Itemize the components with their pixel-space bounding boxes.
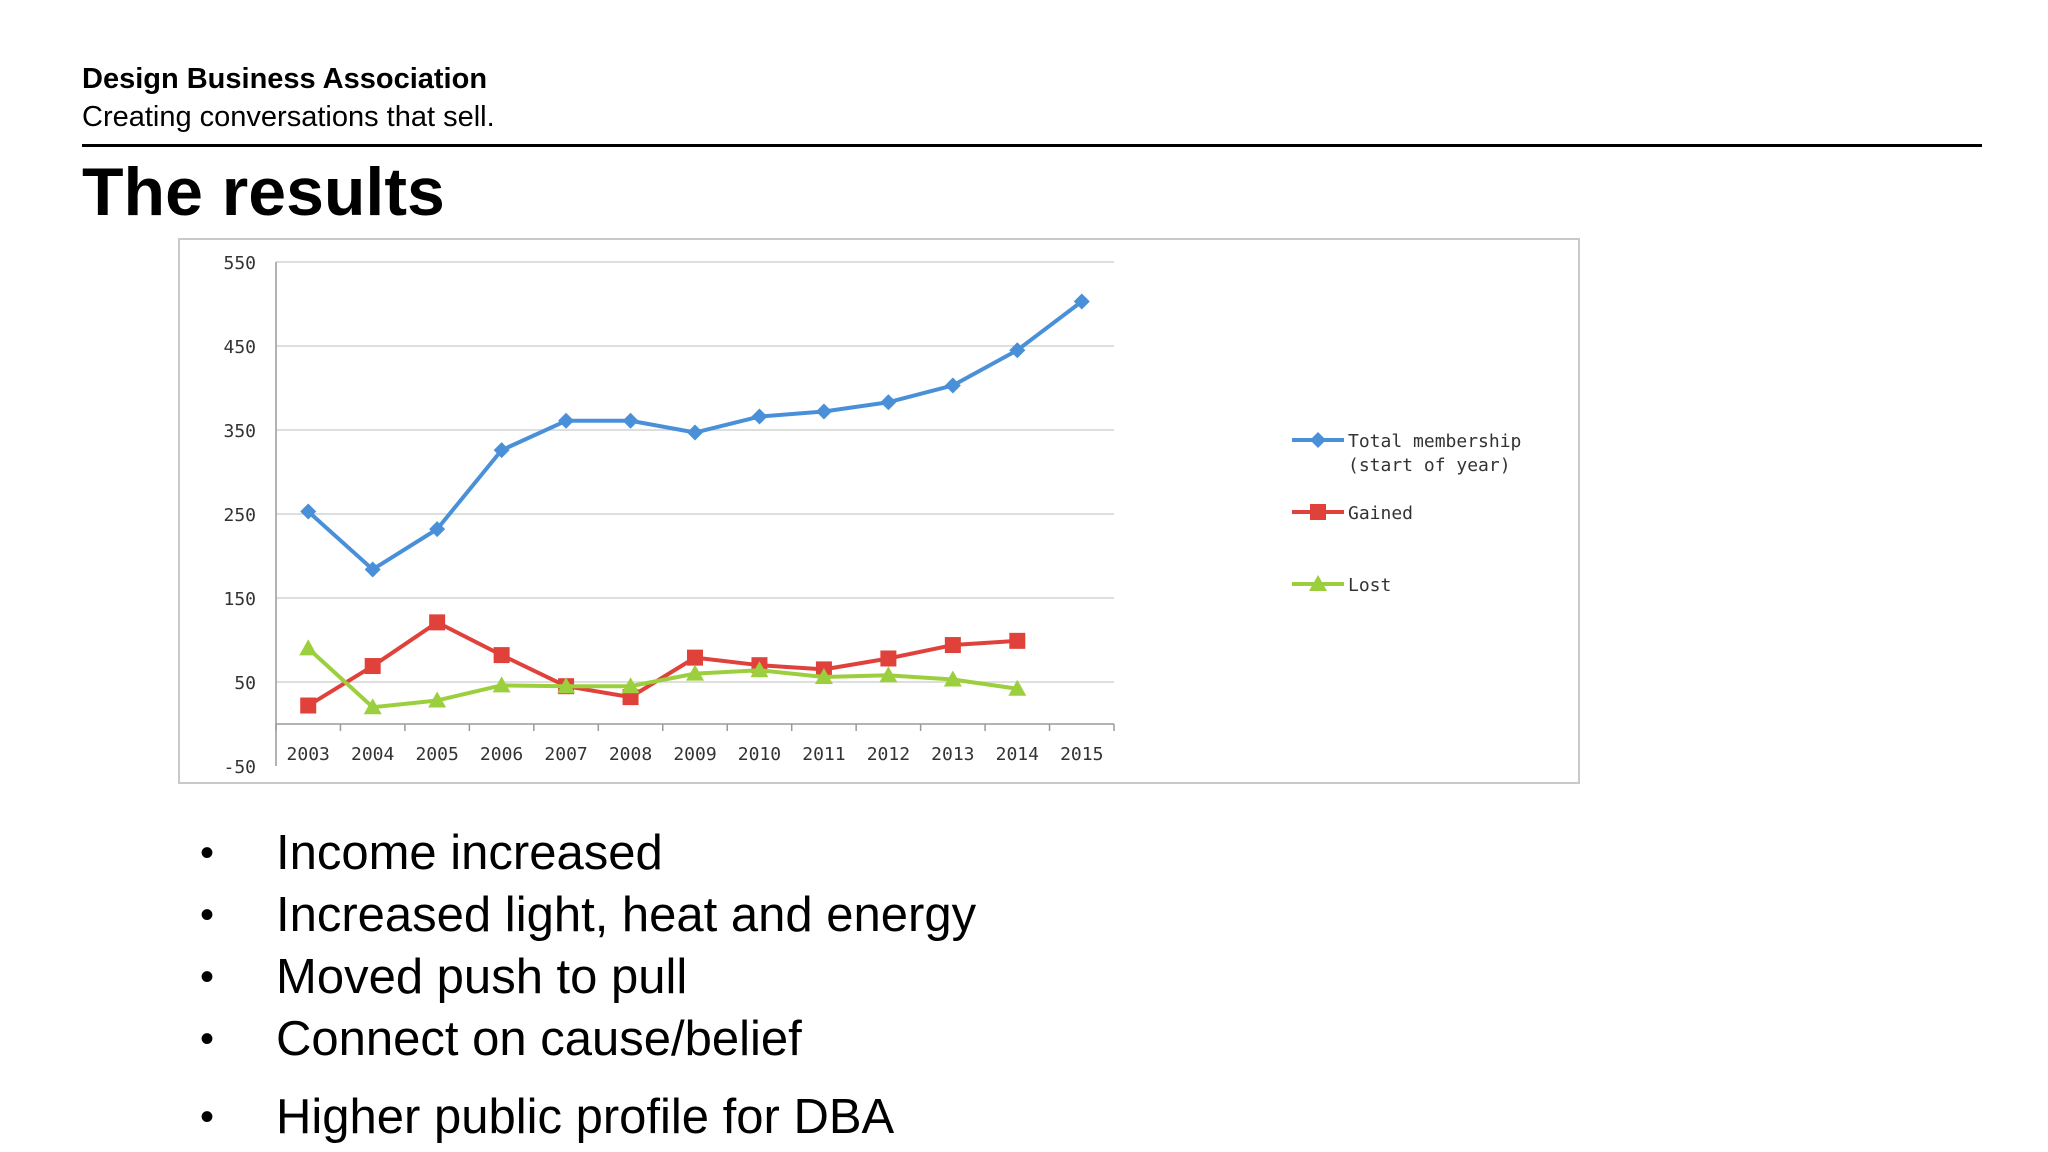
y-tick-label: 50	[234, 673, 256, 694]
membership-line-chart: -50 50 150 250 350 450 550 2003 2004 2005 2006 2007…	[223, 253, 1521, 778]
data-point-square	[493, 647, 510, 664]
data-point-triangle	[1008, 679, 1027, 696]
legend-label: (start of year)	[1348, 455, 1511, 476]
legend-label: Total membership	[1348, 431, 1521, 452]
legend-label: Gained	[1348, 503, 1413, 524]
legend-label: Lost	[1348, 575, 1391, 596]
x-tick-label: 2014	[996, 744, 1039, 765]
series-line	[307, 620, 1018, 708]
bullet-item: • Moved push to pull	[190, 946, 976, 1008]
series-line	[306, 646, 1018, 710]
x-tick-label: 2006	[480, 744, 523, 765]
data-point-triangle	[750, 661, 769, 678]
data-point-diamond	[300, 503, 317, 520]
header-divider	[82, 144, 1982, 147]
data-point-triangle	[686, 664, 704, 681]
y-tick-label: 250	[223, 505, 256, 526]
data-point-square	[429, 614, 446, 631]
bullet-item: • Connect on cause/belief	[190, 1008, 976, 1070]
data-point-triangle	[557, 677, 576, 694]
bullet-dot: •	[200, 1095, 215, 1139]
x-tick-label: 2013	[931, 744, 974, 765]
data-point-triangle	[492, 676, 511, 693]
results-bullet-list: • Income increased • Increased light, heat…	[190, 822, 976, 1148]
data-point-square	[1009, 632, 1026, 649]
data-point-diamond	[1073, 293, 1090, 310]
x-tick-label: 2012	[867, 744, 910, 765]
bullet-dot: •	[200, 831, 215, 875]
bullet-item: • Income increased	[190, 822, 976, 884]
data-point-diamond	[880, 394, 897, 411]
x-tick-label: 2008	[609, 744, 652, 765]
x-tick-label: 2009	[673, 744, 716, 765]
data-point-triangle	[363, 698, 382, 715]
slide-title: The results	[82, 154, 445, 230]
data-point-diamond	[687, 424, 703, 441]
x-tick-label: 2005	[415, 744, 458, 765]
data-point-diamond	[558, 412, 575, 429]
data-point-square	[944, 637, 961, 654]
y-tick-label: 350	[223, 421, 256, 442]
x-tick-label: 2010	[738, 744, 781, 765]
data-point-triangle	[814, 667, 833, 684]
data-point-triangle	[299, 639, 318, 656]
y-tick-label: -50	[223, 757, 256, 778]
x-tick-label: 2004	[351, 744, 394, 765]
data-point-diamond	[622, 412, 639, 429]
data-point-square	[687, 649, 703, 666]
data-point-square	[1310, 504, 1326, 520]
membership-chart: -50 50 150 250 350 450 550 2003 2004 2005 2006 2007…	[178, 238, 1580, 784]
x-tick-label: 2011	[802, 744, 845, 765]
data-point-triangle	[621, 677, 640, 694]
data-point-diamond	[429, 521, 446, 538]
data-point-triangle	[428, 691, 447, 708]
data-point-square	[364, 658, 381, 675]
bullet-item: • Increased light, heat and energy	[190, 884, 976, 946]
data-point-triangle	[1309, 575, 1327, 591]
bullet-text: Connect on cause/belief	[276, 1012, 802, 1066]
bullet-dot: •	[200, 1017, 215, 1061]
data-point-square	[880, 650, 897, 667]
bullet-item: • Higher public profile for DBA	[190, 1086, 976, 1148]
x-tick-label: 2003	[287, 744, 330, 765]
y-tick-label: 150	[223, 589, 256, 610]
organization-name: Design Business Association	[82, 63, 488, 95]
data-point-triangle	[943, 670, 962, 687]
data-point-diamond	[493, 442, 510, 459]
data-point-diamond	[364, 561, 381, 578]
bullet-text: Income increased	[276, 826, 663, 880]
bullet-text: Higher public profile for DBA	[276, 1090, 895, 1144]
data-point-diamond	[1310, 432, 1326, 448]
y-tick-label: 450	[223, 337, 256, 358]
x-tick-label: 2015	[1060, 744, 1103, 765]
bullet-text: Moved push to pull	[276, 950, 688, 1004]
x-tick-label: 2007	[544, 744, 587, 765]
data-point-square	[300, 697, 317, 714]
data-point-diamond	[1009, 342, 1026, 359]
bullet-text: Increased light, heat and energy	[276, 888, 977, 942]
y-tick-label: 550	[223, 253, 256, 274]
data-point-triangle	[879, 666, 898, 683]
data-point-diamond	[815, 403, 832, 420]
bullet-dot: •	[200, 893, 215, 937]
data-point-diamond	[751, 408, 768, 425]
data-point-diamond	[944, 377, 961, 394]
organization-tagline: Creating conversations that sell.	[82, 101, 495, 133]
bullet-dot: •	[200, 955, 215, 999]
